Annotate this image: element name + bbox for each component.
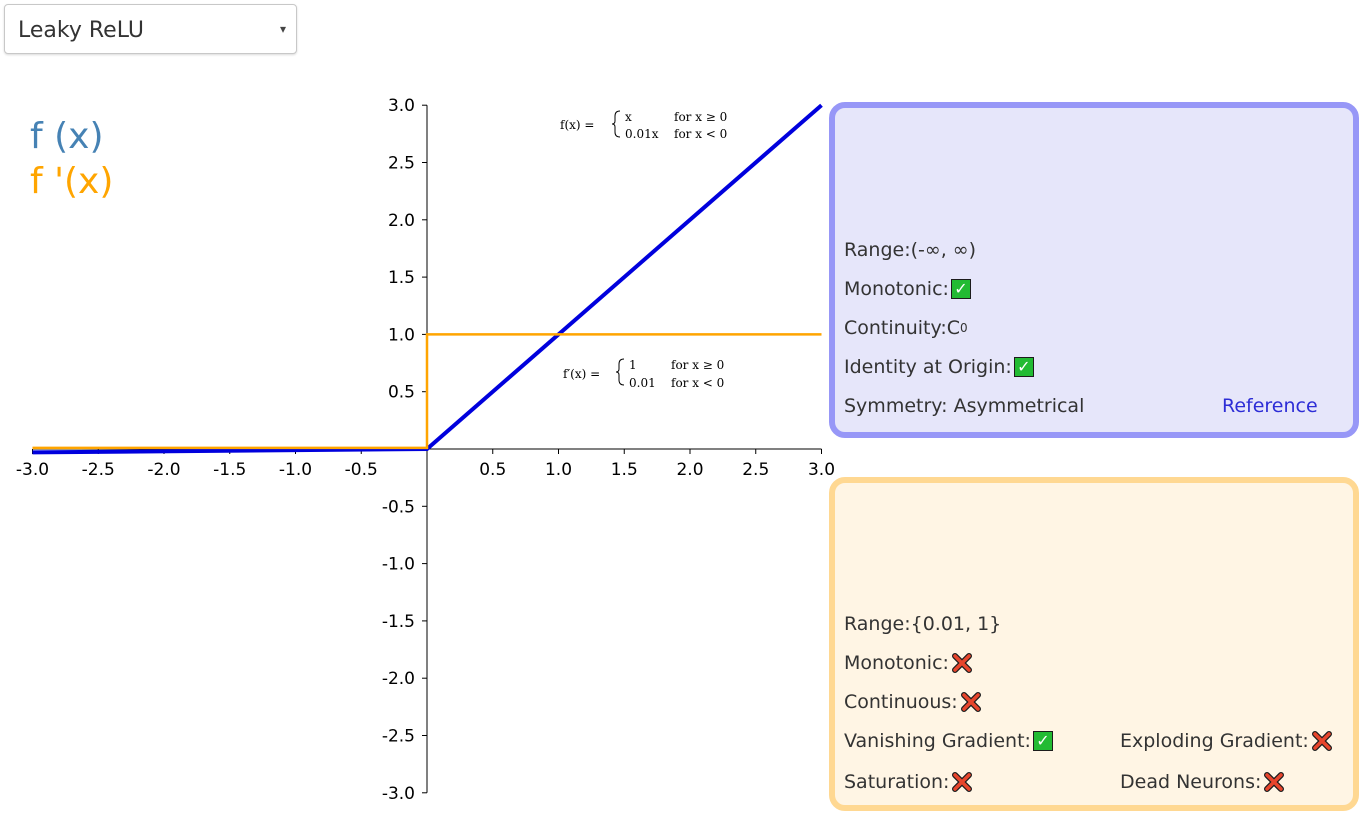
derivative-saturation: Saturation: — [844, 771, 973, 793]
derivative-lhs: f′(x) = — [563, 367, 600, 381]
function-properties-panel: Range: (-∞, ∞) Monotonic: ✓ Continuity: C 0… — [829, 102, 1359, 438]
legend-function-label: f (x) — [30, 116, 104, 157]
y-tick-label: -0.5 — [382, 497, 415, 517]
y-tick-label: -1.5 — [382, 612, 415, 632]
function-range-label: Range: — [844, 239, 911, 261]
activation-plot: -3.0 -2.5 -2.0 -1.5 -1.0 -0.5 0.5 1.0 1.5 2.0 2.5 3… — [16, 96, 835, 804]
function-monotonic: Monotonic: ✓ — [844, 278, 971, 300]
legend-derivative-label: f '(x) — [30, 161, 114, 202]
x-tick-label: -3.0 — [16, 460, 49, 480]
function-symmetry-value: Asymmetrical — [953, 395, 1085, 417]
y-tick-label: -1.0 — [382, 555, 415, 575]
derivative-continuous-label: Continuous: — [844, 691, 958, 713]
check-icon: ✓ — [950, 279, 971, 299]
derivative-monotonic: Monotonic: — [844, 652, 973, 674]
derivative-case2-cond: for x < 0 — [671, 376, 724, 390]
function-monotonic-label: Monotonic: — [844, 278, 949, 300]
function-identity: Identity at Origin: ✓ — [844, 356, 1034, 378]
cross-icon — [1311, 731, 1332, 751]
activation-select-value: Leaky ReLU — [18, 18, 144, 43]
chevron-down-icon: ▾ — [279, 22, 286, 36]
check-icon: ✓ — [1032, 731, 1053, 751]
function-continuity-label: Continuity: — [844, 317, 947, 339]
derivative-dead-label: Dead Neurons: — [1120, 771, 1262, 793]
derivative-vanishing-label: Vanishing Gradient: — [844, 730, 1031, 752]
derivative-case1-expr: 1 — [629, 358, 637, 372]
y-tick-label: -3.0 — [382, 784, 415, 804]
function-equation: f(x) = x for x ≥ 0 0.01x for x < 0 — [560, 110, 727, 141]
cross-icon — [1264, 772, 1285, 792]
y-tick-label: 1.0 — [388, 325, 415, 345]
derivative-range-label: Range: — [844, 613, 911, 635]
function-continuity-sup: 0 — [960, 321, 968, 335]
y-tick-label: -2.0 — [382, 669, 415, 689]
equation-case1-cond: for x ≥ 0 — [674, 110, 727, 124]
x-tick-label: 1.5 — [611, 460, 638, 480]
activation-select[interactable]: Leaky ReLU ▾ — [4, 4, 297, 54]
equation-case2-cond: for x < 0 — [674, 127, 727, 141]
x-tick-label: 2.0 — [676, 460, 703, 480]
derivative-exploding-gradient: Exploding Gradient: — [1120, 730, 1333, 752]
x-tick-label: -1.5 — [213, 460, 246, 480]
derivative-range-value: {0.01, 1} — [910, 613, 1002, 635]
function-range: Range: (-∞, ∞) — [844, 239, 976, 261]
derivative-continuous: Continuous: — [844, 691, 982, 713]
y-tick-label: -2.5 — [382, 727, 415, 747]
cross-icon — [960, 692, 981, 712]
y-axis-ticks: 3.0 2.5 2.0 1.5 1.0 0.5 -0.5 -1.0 -1.5 -2.0 -2.5 -3… — [382, 96, 427, 804]
y-tick-label: 1.5 — [388, 268, 415, 288]
derivative-dead-neurons: Dead Neurons: — [1120, 771, 1285, 793]
y-tick-label: 2.5 — [388, 154, 415, 174]
x-tick-label: 1.0 — [545, 460, 572, 480]
x-tick-label: 0.5 — [479, 460, 506, 480]
derivative-properties-panel: Range: {0.01, 1} Monotonic: Continuous: V… — [829, 477, 1359, 811]
x-tick-label: -2.5 — [82, 460, 115, 480]
x-tick-label: -0.5 — [345, 460, 378, 480]
equation-case1-expr: x — [625, 110, 632, 124]
function-continuity: Continuity: C 0 — [844, 317, 968, 339]
derivative-monotonic-label: Monotonic: — [844, 652, 949, 674]
equation-lhs: f(x) = — [560, 118, 594, 132]
function-range-value: (-∞, ∞) — [910, 239, 977, 261]
derivative-case1-cond: for x ≥ 0 — [671, 358, 724, 372]
derivative-line — [32, 333, 822, 450]
x-tick-label: -2.0 — [147, 460, 180, 480]
derivative-equation: f′(x) = 1 for x ≥ 0 0.01 for x < 0 — [563, 358, 724, 390]
derivative-vanishing-gradient: Vanishing Gradient: ✓ — [844, 730, 1053, 752]
x-tick-label: -1.0 — [279, 460, 312, 480]
y-tick-label: 0.5 — [388, 383, 415, 403]
derivative-case2-expr: 0.01 — [629, 376, 656, 390]
reference-link[interactable]: Reference — [1222, 395, 1318, 417]
derivative-exploding-label: Exploding Gradient: — [1120, 730, 1309, 752]
cross-icon — [952, 772, 973, 792]
equation-case2-expr: 0.01x — [625, 127, 659, 141]
function-identity-label: Identity at Origin: — [844, 356, 1012, 378]
y-tick-label: 2.0 — [388, 211, 415, 231]
function-symmetry: Symmetry: Asymmetrical — [844, 395, 1084, 417]
x-axis-ticks: -3.0 -2.5 -2.0 -1.5 -1.0 -0.5 0.5 1.0 1.5 2.0 2.5 3… — [16, 449, 835, 480]
function-continuity-value: C — [946, 317, 961, 339]
cross-icon — [951, 653, 972, 673]
y-tick-label: 3.0 — [388, 96, 415, 116]
plot-lines — [32, 103, 823, 455]
derivative-saturation-label: Saturation: — [844, 771, 950, 793]
derivative-range: Range: {0.01, 1} — [844, 613, 1001, 635]
function-symmetry-label: Symmetry: — [844, 395, 948, 417]
x-tick-label: 3.0 — [808, 460, 835, 480]
check-icon: ✓ — [1013, 357, 1034, 377]
x-tick-label: 2.5 — [742, 460, 769, 480]
